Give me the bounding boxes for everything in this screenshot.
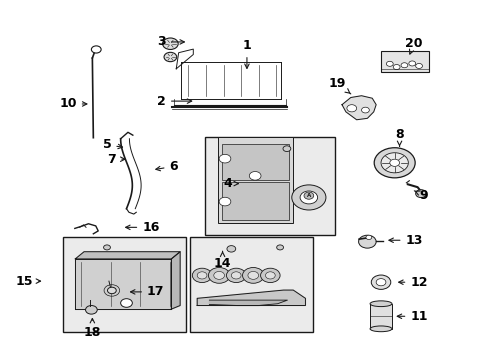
Circle shape (107, 287, 116, 294)
Bar (221, 181, 288, 220)
Text: 11: 11 (396, 310, 427, 323)
Circle shape (247, 271, 258, 279)
Circle shape (380, 153, 407, 173)
Text: 2: 2 (157, 95, 191, 108)
Circle shape (163, 52, 176, 62)
Text: 4: 4 (223, 177, 238, 190)
Polygon shape (75, 252, 180, 259)
Circle shape (370, 275, 390, 289)
Circle shape (358, 235, 375, 248)
Text: 3: 3 (157, 35, 184, 49)
Text: 14: 14 (213, 251, 231, 270)
Text: 17: 17 (130, 285, 164, 298)
Text: 20: 20 (405, 37, 422, 54)
Circle shape (192, 268, 211, 283)
Text: 13: 13 (388, 234, 422, 247)
Polygon shape (75, 259, 171, 309)
Circle shape (373, 148, 414, 178)
Circle shape (226, 246, 235, 252)
Circle shape (400, 63, 407, 68)
Circle shape (386, 61, 392, 66)
Ellipse shape (369, 301, 391, 307)
Circle shape (365, 235, 371, 239)
Circle shape (415, 63, 422, 68)
Circle shape (276, 245, 283, 250)
Text: 9: 9 (413, 189, 427, 202)
Polygon shape (197, 290, 305, 306)
Bar (205, 137, 334, 234)
Bar (63, 237, 185, 332)
Circle shape (197, 272, 206, 279)
Polygon shape (209, 300, 287, 306)
Bar (189, 237, 312, 332)
Text: A: A (306, 193, 310, 198)
Text: 6: 6 (156, 160, 178, 173)
Circle shape (208, 267, 229, 283)
Text: 18: 18 (83, 319, 101, 339)
Text: 5: 5 (102, 138, 122, 151)
Bar (380, 51, 428, 72)
Circle shape (283, 146, 290, 152)
Circle shape (219, 154, 230, 163)
Circle shape (415, 190, 426, 198)
Circle shape (162, 38, 178, 49)
Bar (217, 137, 292, 223)
Text: 12: 12 (398, 276, 427, 289)
Polygon shape (171, 252, 180, 309)
Polygon shape (341, 96, 375, 120)
Bar (369, 304, 391, 329)
Circle shape (260, 268, 280, 283)
Circle shape (242, 267, 264, 283)
Circle shape (265, 272, 275, 279)
Circle shape (231, 272, 241, 279)
Circle shape (300, 191, 317, 204)
Circle shape (91, 46, 101, 53)
Circle shape (226, 268, 245, 283)
Bar (221, 144, 288, 180)
Circle shape (249, 171, 261, 180)
Text: 10: 10 (59, 98, 87, 111)
Text: 8: 8 (394, 127, 403, 146)
Circle shape (408, 61, 415, 66)
Circle shape (291, 185, 325, 210)
Circle shape (213, 271, 224, 279)
Circle shape (389, 159, 399, 166)
Circle shape (304, 192, 313, 199)
Text: 19: 19 (328, 77, 350, 94)
Circle shape (85, 306, 97, 314)
Circle shape (103, 245, 110, 250)
Circle shape (346, 105, 356, 112)
Circle shape (121, 299, 132, 307)
Text: 7: 7 (107, 153, 124, 166)
Circle shape (219, 197, 230, 206)
Circle shape (361, 107, 368, 113)
Circle shape (392, 64, 399, 69)
Text: 15: 15 (15, 275, 41, 288)
Circle shape (375, 279, 385, 286)
Text: 1: 1 (242, 39, 251, 68)
Text: 16: 16 (125, 221, 159, 234)
Ellipse shape (369, 326, 391, 332)
